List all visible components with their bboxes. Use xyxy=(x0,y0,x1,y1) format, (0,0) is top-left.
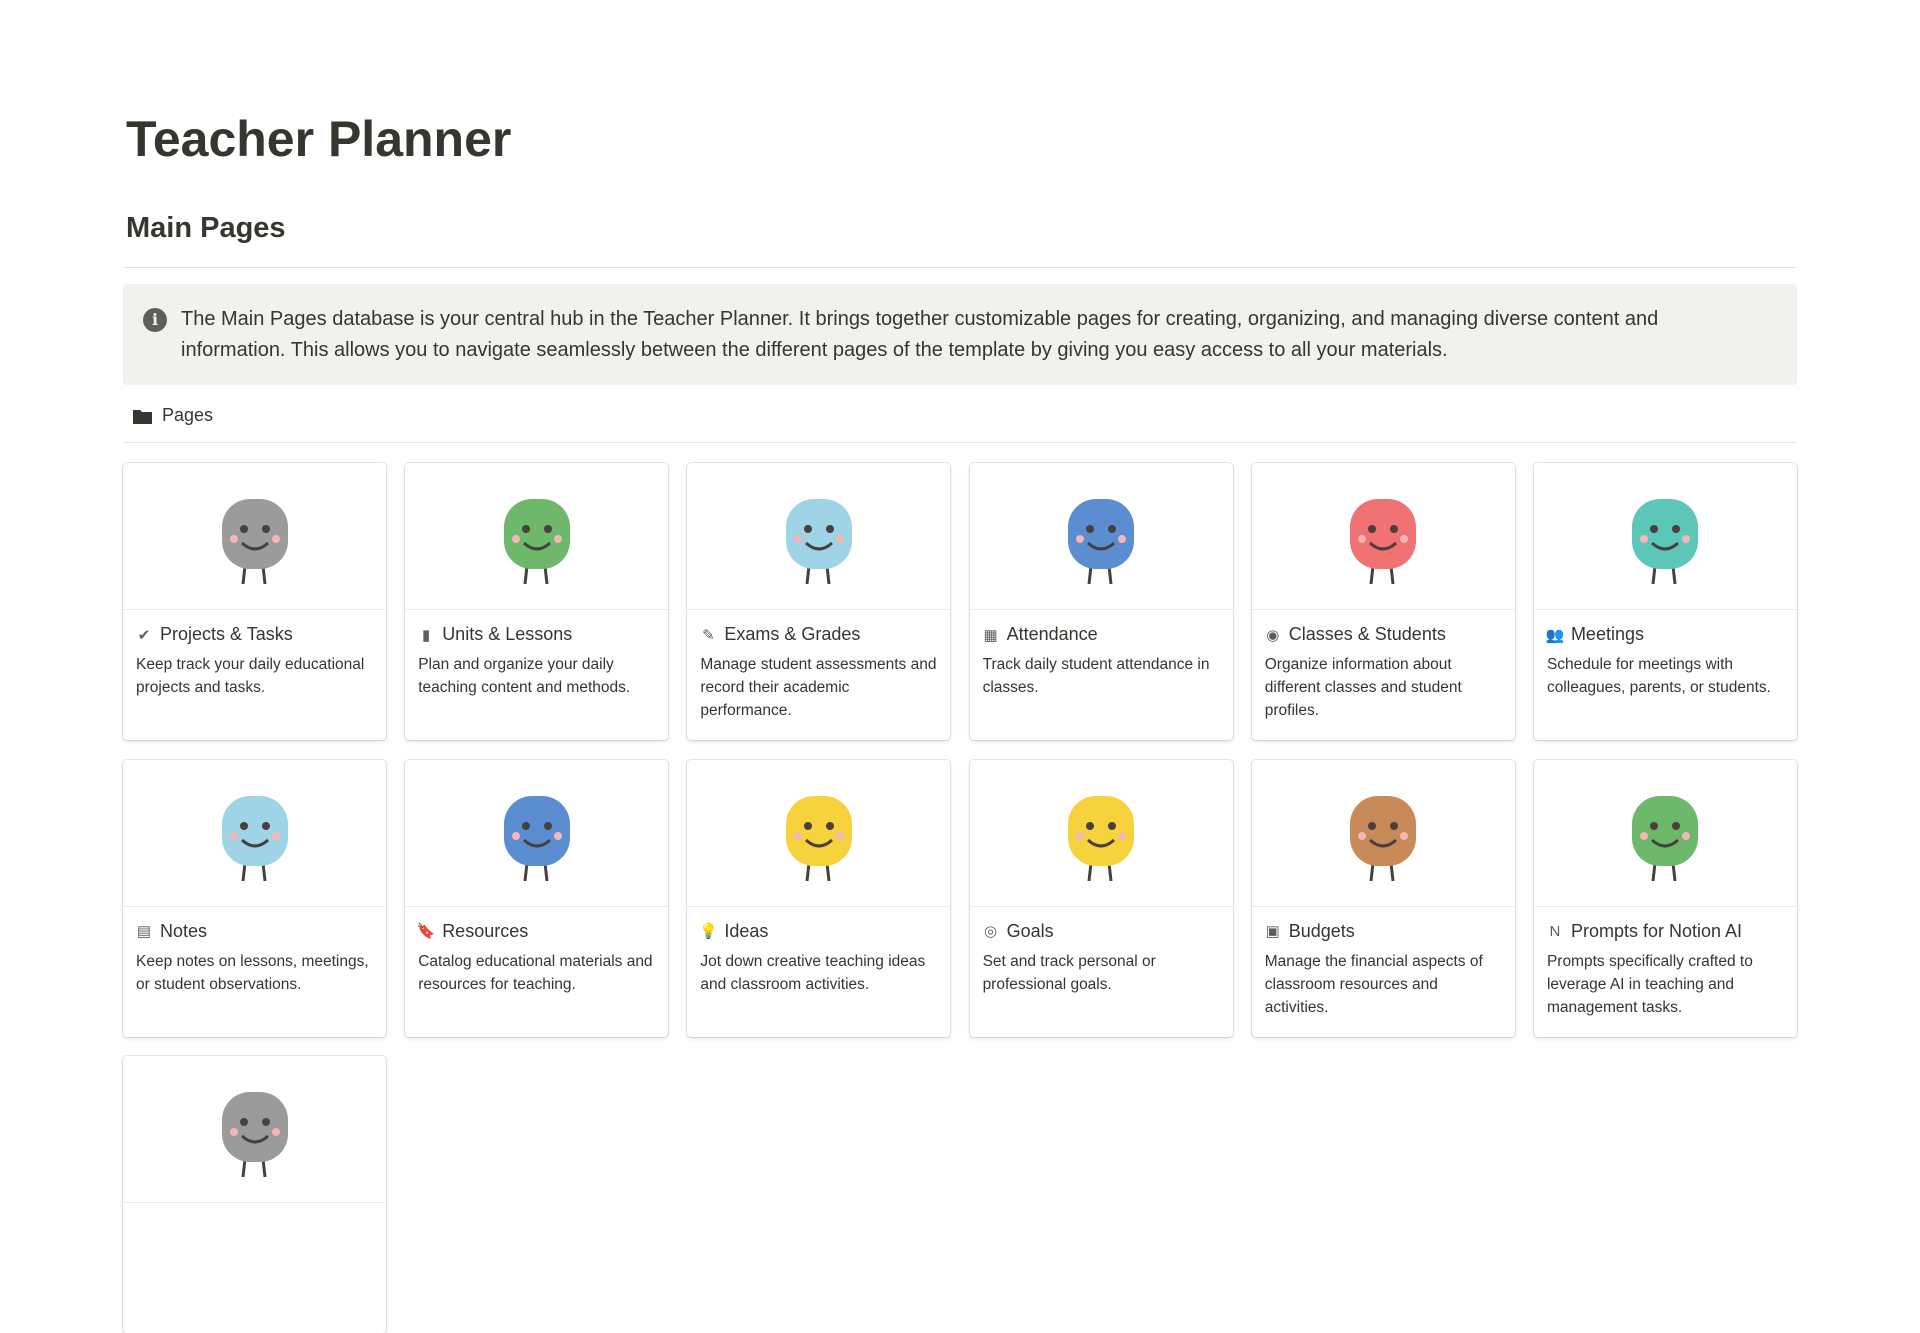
info-callout: i The Main Pages database is your centra… xyxy=(123,284,1797,385)
card-cover xyxy=(123,760,386,907)
gallery-card[interactable]: 👥 Meetings Schedule for meetings with col… xyxy=(1533,463,1797,740)
divider xyxy=(123,442,1797,443)
target-icon: ◎ xyxy=(984,923,998,940)
card-title: Classes & Students xyxy=(1288,624,1446,644)
gallery-card[interactable]: ▦ Attendance Track daily student attendan… xyxy=(969,463,1233,740)
card-description: Set and track personal or professional g… xyxy=(982,952,1156,993)
card-description: Keep track your daily educational projec… xyxy=(136,656,365,696)
card-description: Jot down creative teaching ideas and cla… xyxy=(700,952,926,993)
card-cover xyxy=(969,463,1233,610)
card-illustration xyxy=(785,795,852,881)
card-cover xyxy=(1533,463,1797,610)
tab-label: Pages xyxy=(162,405,214,425)
gallery-card[interactable] xyxy=(123,1056,386,1333)
money-icon: ▣ xyxy=(1265,923,1280,940)
card-illustration xyxy=(1350,795,1417,881)
card-illustration xyxy=(503,795,570,881)
gallery-card[interactable]: N Prompts for Notion AI Prompts specifica… xyxy=(1533,759,1797,1037)
info-icon: i xyxy=(143,308,167,332)
bookmark-icon: 🔖 xyxy=(416,923,436,940)
card-illustration xyxy=(1068,795,1135,881)
card-illustration xyxy=(1350,499,1417,585)
gallery-grid: ✔ Projects & Tasks Keep track your daily … xyxy=(123,463,1797,1333)
card-title: Goals xyxy=(1006,920,1054,941)
card-cover xyxy=(123,463,386,610)
note-icon: ▤ xyxy=(136,923,152,940)
card-cover xyxy=(405,463,669,610)
tab-pages[interactable]: Pages xyxy=(133,405,213,426)
gallery-card[interactable]: ◉ Classes & Students Organize information… xyxy=(1251,463,1515,740)
gallery-card[interactable]: ▮ Units & Lessons Plan and organize your … xyxy=(405,463,669,740)
gallery-card[interactable]: 🔖 Resources Catalog educational materials… xyxy=(405,759,669,1037)
user-circle-icon: ◉ xyxy=(1266,626,1280,644)
card-cover xyxy=(405,760,669,907)
card-title: Exams & Grades xyxy=(724,624,861,644)
calendar-icon: ▦ xyxy=(983,626,998,644)
book-icon: ▮ xyxy=(422,626,431,644)
card-title: Resources xyxy=(442,920,529,941)
card-description: Organize information about different cla… xyxy=(1264,656,1462,719)
section-heading: Main Pages xyxy=(126,212,286,244)
pencil-lines-icon: ✎ xyxy=(702,626,715,644)
card-cover xyxy=(1533,760,1797,907)
page-title: Teacher Planner xyxy=(126,111,512,167)
card-description: Track daily student attendance in classe… xyxy=(982,656,1210,696)
card-illustration xyxy=(1632,499,1699,585)
people-icon: 👥 xyxy=(1545,626,1565,644)
card-title: Meetings xyxy=(1570,624,1644,644)
card-illustration xyxy=(1068,499,1135,585)
gallery-card[interactable]: 💡 Ideas Jot down creative teaching ideas … xyxy=(687,759,951,1037)
card-cover xyxy=(687,463,951,610)
card-cover xyxy=(969,760,1233,907)
card-illustration xyxy=(503,499,570,585)
card-title: Projects & Tasks xyxy=(160,624,293,644)
card-description: Catalog educational materials and resour… xyxy=(418,952,653,993)
card-description: Keep notes on lessons, meetings, or stud… xyxy=(136,952,369,993)
card-description: Manage student assessments and record th… xyxy=(700,656,937,719)
card-illustration xyxy=(221,1092,288,1178)
card-illustration xyxy=(221,499,288,585)
gallery-card[interactable]: ▣ Budgets Manage the financial aspects of… xyxy=(1251,759,1515,1037)
check-circle-icon: ✔ xyxy=(137,626,151,644)
callout-text: The Main Pages database is your central … xyxy=(181,308,1659,361)
folder-icon xyxy=(133,409,152,424)
card-illustration xyxy=(785,499,852,585)
card-description: Prompts specifically crafted to leverage… xyxy=(1546,952,1753,1016)
card-title: Notes xyxy=(160,920,208,941)
card-illustration xyxy=(1632,795,1699,881)
notion-logo-icon: N xyxy=(1549,922,1561,940)
card-illustration xyxy=(221,795,288,881)
gallery-card[interactable]: ✎ Exams & Grades Manage student assessmen… xyxy=(687,463,951,740)
card-cover xyxy=(1251,463,1515,610)
divider xyxy=(123,267,1797,268)
gallery-card[interactable]: ◎ Goals Set and track personal or profess… xyxy=(969,759,1233,1037)
card-description: Plan and organize your daily teaching co… xyxy=(418,656,631,696)
card-cover xyxy=(123,1056,386,1203)
gallery-card[interactable]: ▤ Notes Keep notes on lessons, meetings, … xyxy=(123,759,386,1037)
card-title: Prompts for Notion AI xyxy=(1570,920,1743,941)
lightbulb-icon: 💡 xyxy=(699,923,718,940)
card-title: Budgets xyxy=(1288,920,1355,941)
card-cover xyxy=(687,760,951,907)
card-title: Ideas xyxy=(724,920,769,941)
card-cover xyxy=(1251,760,1515,907)
card-title: Units & Lessons xyxy=(442,624,573,644)
card-description: Schedule for meetings with colleagues, p… xyxy=(1546,656,1771,696)
gallery-card[interactable]: ✔ Projects & Tasks Keep track your daily … xyxy=(123,463,386,740)
card-title: Attendance xyxy=(1006,624,1098,644)
card-description: Manage the financial aspects of classroo… xyxy=(1264,952,1483,1016)
